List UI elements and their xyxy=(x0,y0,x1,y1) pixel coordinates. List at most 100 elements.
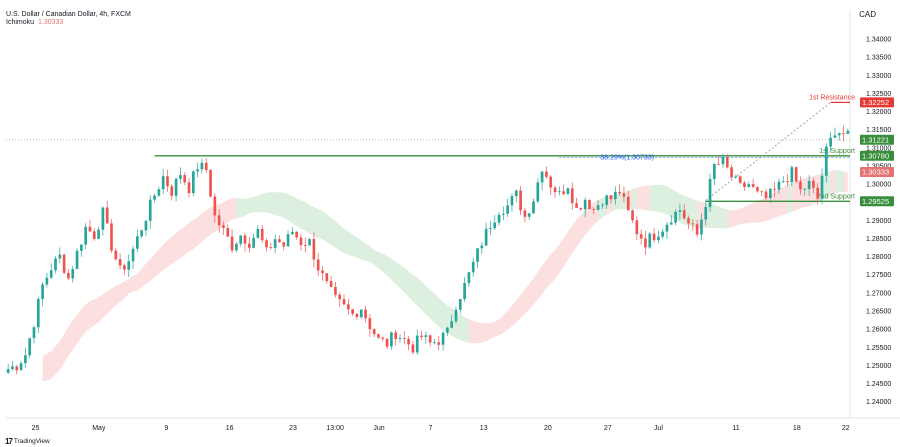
candle-body xyxy=(665,224,669,232)
y-tick-label: 1.28500 xyxy=(866,236,891,243)
second-support-tag: 1.29525 xyxy=(862,197,889,206)
x-tick-label: 23 xyxy=(289,425,297,432)
candle-body xyxy=(777,181,781,190)
candle-body xyxy=(588,199,591,209)
candle-body xyxy=(402,338,406,339)
candle-body xyxy=(6,369,10,373)
candle-body xyxy=(161,176,165,190)
candle-body xyxy=(717,163,720,165)
candle-body xyxy=(708,179,712,208)
trend-projection-line xyxy=(705,102,831,201)
fib-label: 38.20%(1.30733) xyxy=(600,154,654,161)
candle-body xyxy=(127,261,131,270)
candle-body xyxy=(217,215,221,226)
candle-body xyxy=(390,332,393,347)
candle-body xyxy=(230,236,234,251)
cloud-segment xyxy=(727,184,788,229)
candle-body xyxy=(265,240,268,248)
candle-body xyxy=(342,299,346,305)
candle-body xyxy=(536,182,540,202)
candle-body xyxy=(682,210,686,219)
y-tick-label: 1.34000 xyxy=(866,37,891,44)
candle-body xyxy=(278,239,281,243)
candle-body xyxy=(786,181,789,183)
x-tick-label: 27 xyxy=(604,425,612,432)
candle-body xyxy=(204,162,208,170)
candle-body xyxy=(661,231,665,237)
candle-body xyxy=(110,223,113,251)
cloud-segment xyxy=(468,199,599,344)
cloud-segment xyxy=(649,184,698,228)
candle-body xyxy=(725,157,729,168)
candle-body xyxy=(282,242,286,247)
resistance-tag-bg xyxy=(860,97,894,108)
candle-body xyxy=(575,203,578,208)
candle-body xyxy=(157,189,161,196)
candle-body xyxy=(450,321,454,328)
candle-body xyxy=(385,338,389,347)
candle-body xyxy=(635,220,639,235)
x-tick-label: May xyxy=(92,425,106,432)
candle-body xyxy=(799,181,802,190)
candle-body xyxy=(648,233,652,248)
candle-body xyxy=(15,366,19,371)
candle-body xyxy=(760,191,764,193)
candle-body xyxy=(131,248,135,262)
candle-body xyxy=(803,189,807,190)
candle-body xyxy=(67,272,70,279)
candle-body xyxy=(196,169,199,172)
candle-body xyxy=(816,187,820,199)
cloud-segment xyxy=(636,185,650,211)
candle-body xyxy=(657,236,660,241)
x-tick-label: 11 xyxy=(732,425,739,432)
candle-body xyxy=(101,207,105,230)
resistance-tag: 1.32252 xyxy=(862,98,889,107)
candle-body xyxy=(45,277,49,285)
y-tick-label: 1.26000 xyxy=(866,327,891,334)
candle-body xyxy=(19,363,23,371)
candle-body xyxy=(415,335,419,353)
tradingview-brand[interactable]: 17 TradingView xyxy=(5,437,50,446)
candle-body xyxy=(148,199,152,221)
candle-body xyxy=(41,284,44,299)
candle-body xyxy=(153,195,156,200)
candle-body xyxy=(260,228,264,241)
candle-body xyxy=(622,193,626,197)
candle-body xyxy=(256,228,260,238)
y-tick-label: 1.24000 xyxy=(866,399,891,406)
candle-body xyxy=(247,243,251,248)
candle-body xyxy=(398,338,402,340)
candle-body xyxy=(769,188,772,199)
cloud-segment xyxy=(787,183,792,214)
candle-body xyxy=(36,298,40,328)
candle-body xyxy=(377,334,380,338)
y-tick-label: 1.32000 xyxy=(866,109,891,116)
cloud-segment xyxy=(42,198,237,382)
candle-body xyxy=(519,190,522,211)
ichimoku-cloud xyxy=(42,170,848,382)
candle-body xyxy=(820,175,824,199)
candle-body xyxy=(609,195,613,200)
indicator-legend: Ichimoku 1.30333 xyxy=(6,18,63,27)
candle-body xyxy=(312,239,316,260)
candle-body xyxy=(502,213,505,215)
candle-body xyxy=(355,313,359,318)
price-tags: 1.32252 1.31221 1.30780 1.30333 1.29525 xyxy=(860,97,894,207)
candle-body xyxy=(316,259,320,271)
currency-label: CAD xyxy=(859,10,876,19)
candle-body xyxy=(303,245,307,246)
candle-body xyxy=(24,355,27,364)
candle-body xyxy=(837,133,841,136)
candle-body xyxy=(140,230,143,237)
candle-body xyxy=(626,196,630,211)
candle-body xyxy=(812,180,815,188)
candle-body xyxy=(730,167,733,178)
candle-body xyxy=(97,229,100,239)
x-tick-label: 16 xyxy=(226,425,234,432)
candle-body xyxy=(84,226,87,245)
y-tick-label: 1.30000 xyxy=(866,182,891,189)
candle-body xyxy=(441,332,445,345)
candles xyxy=(6,125,850,375)
candle-body xyxy=(32,327,36,339)
